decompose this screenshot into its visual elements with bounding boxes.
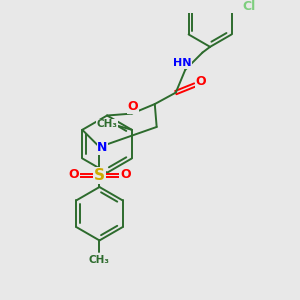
Text: S: S <box>94 168 105 183</box>
Text: O: O <box>128 100 138 113</box>
Text: CH₃: CH₃ <box>89 254 110 265</box>
Text: O: O <box>195 75 206 88</box>
Text: O: O <box>120 168 130 181</box>
Text: HN: HN <box>173 58 192 68</box>
Text: O: O <box>68 168 79 181</box>
Text: CH₃: CH₃ <box>97 119 118 129</box>
Text: N: N <box>97 141 107 154</box>
Text: Cl: Cl <box>242 0 255 13</box>
